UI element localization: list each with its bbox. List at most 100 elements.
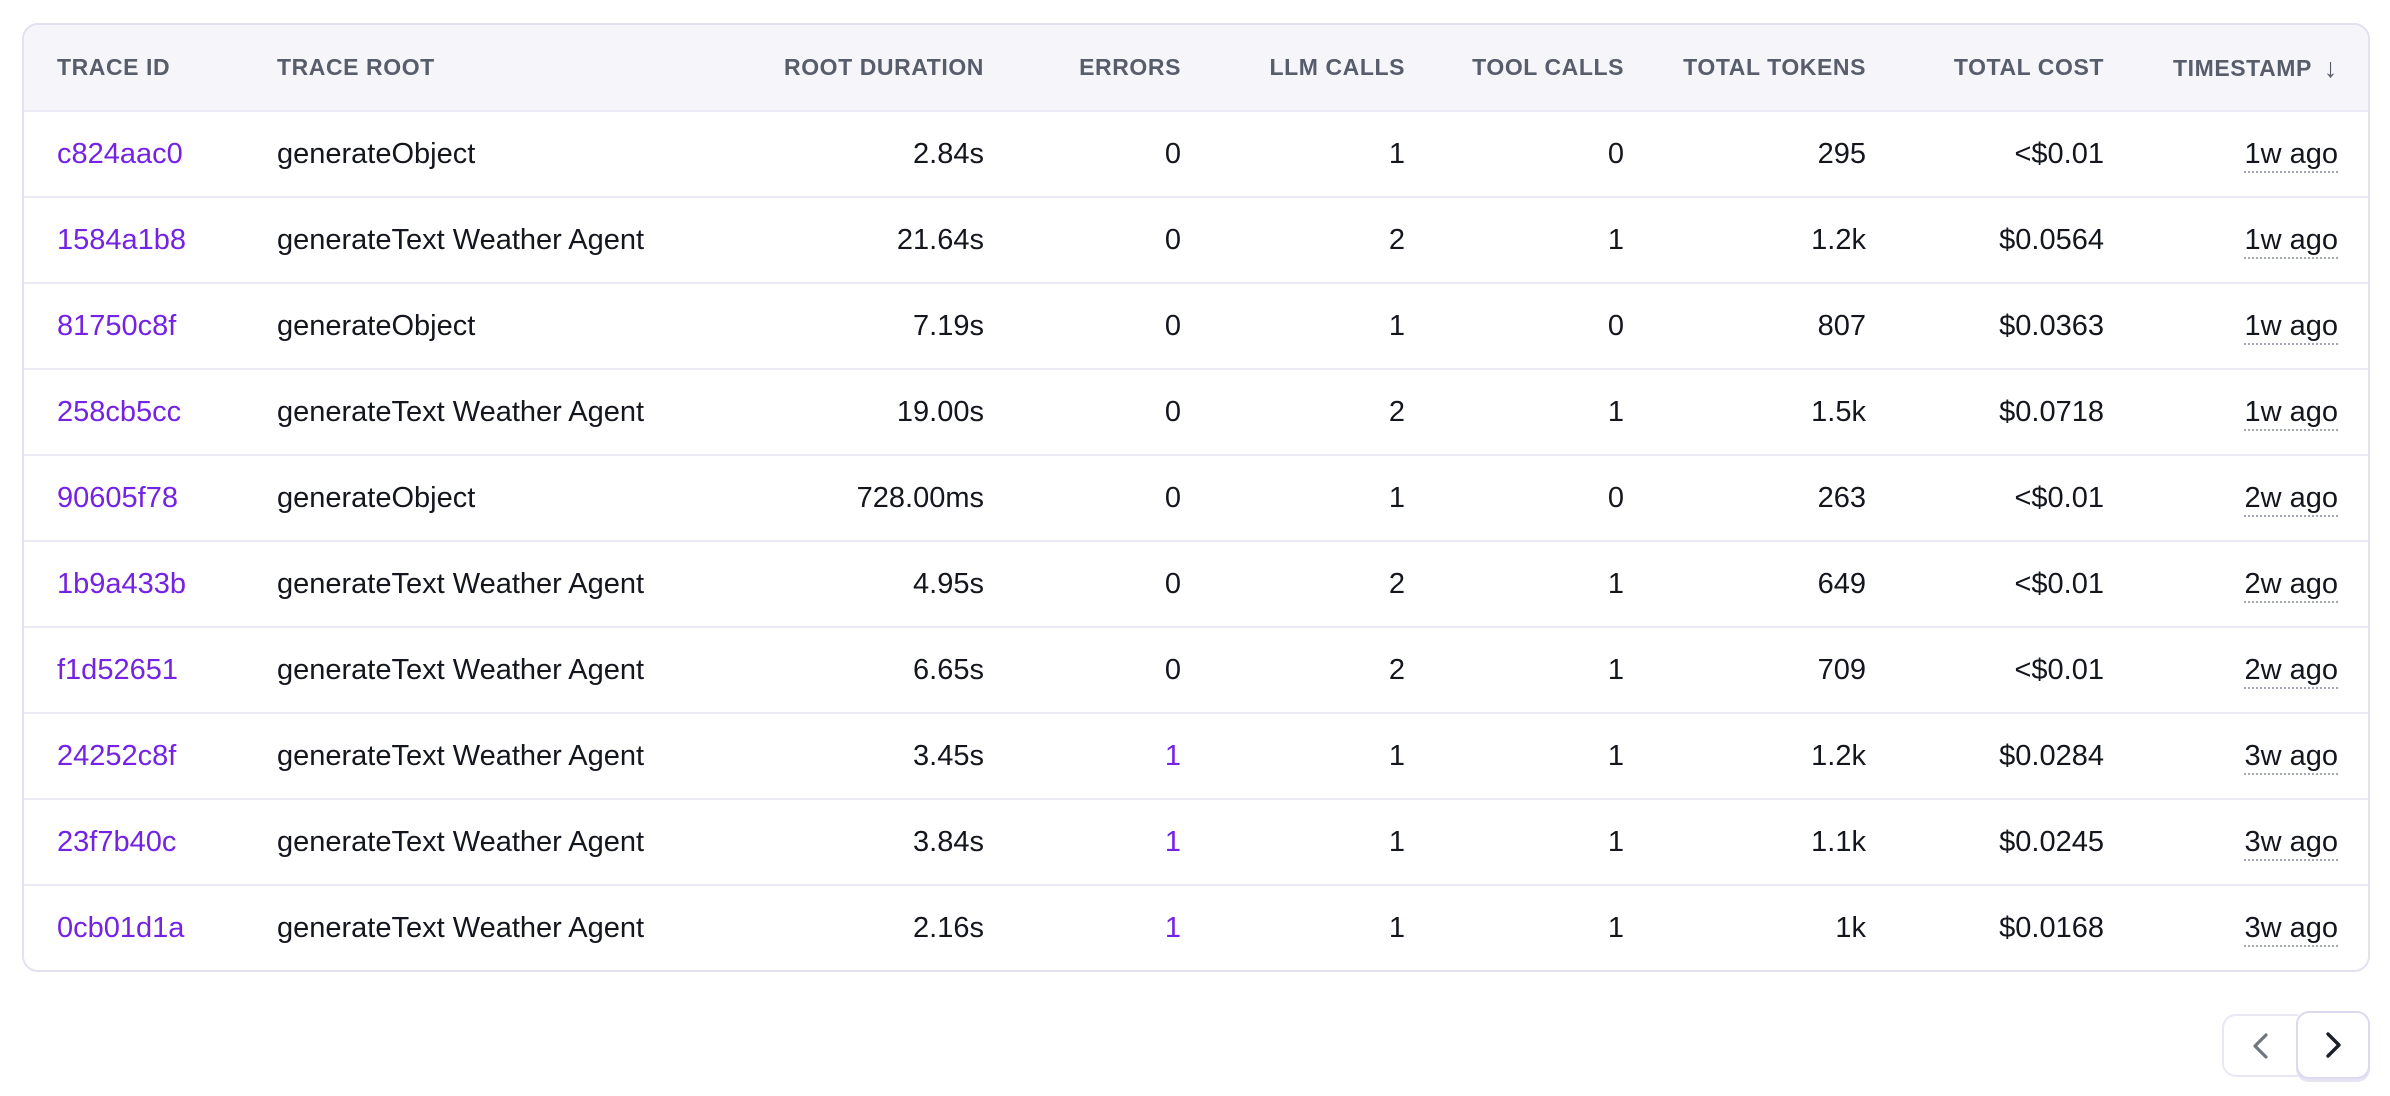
table-row[interactable]: 258cb5cc generateText Weather Agent 19.00s… xyxy=(24,368,2368,454)
trace-root: generateText Weather Agent xyxy=(277,223,645,256)
total-tokens: 263 xyxy=(1817,481,1866,514)
tool-calls-count: 1 xyxy=(1607,395,1624,428)
column-label: TRACE ID xyxy=(57,54,171,80)
column-header-total-cost[interactable]: TOTAL COST xyxy=(1866,25,2104,110)
timestamp[interactable]: 3w ago xyxy=(2244,739,2338,772)
trace-root: generateText Weather Agent xyxy=(277,653,645,686)
trace-root: generateText Weather Agent xyxy=(277,739,645,772)
traces-table: TRACE ID TRACE ROOT ROOT DURATION ERRORS LLM… xyxy=(24,25,2368,970)
errors-count: 0 xyxy=(1164,481,1181,514)
total-tokens: 649 xyxy=(1817,567,1866,600)
llm-calls-count: 1 xyxy=(1388,739,1405,772)
chevron-left-icon xyxy=(2248,1031,2274,1061)
table-row[interactable]: 23f7b40c generateText Weather Agent 3.84s 1… xyxy=(24,798,2368,884)
trace-root: generateText Weather Agent xyxy=(277,567,645,600)
tool-calls-count: 1 xyxy=(1607,653,1624,686)
root-duration: 21.64s xyxy=(896,223,984,256)
llm-calls-count: 1 xyxy=(1388,137,1405,170)
trace-root: generateText Weather Agent xyxy=(277,911,645,944)
timestamp[interactable]: 1w ago xyxy=(2244,309,2338,342)
table-row[interactable]: f1d52651 generateText Weather Agent 6.65s 0… xyxy=(24,626,2368,712)
table-row[interactable]: 81750c8f generateObject 7.19s 0 1 0 807 $0.0363… xyxy=(24,282,2368,368)
errors-count: 1 xyxy=(1164,911,1181,944)
column-label: TIMESTAMP xyxy=(2173,55,2312,81)
total-cost: $0.0245 xyxy=(1999,825,2104,858)
table-row[interactable]: c824aac0 generateObject 2.84s 0 1 0 295 <$0.01 1… xyxy=(24,110,2368,196)
trace-id[interactable]: 81750c8f xyxy=(57,309,177,342)
table-body: c824aac0 generateObject 2.84s 0 1 0 295 <$0.01 1… xyxy=(24,110,2368,970)
trace-id[interactable]: 258cb5cc xyxy=(57,395,182,428)
sort-desc-icon: ↓ xyxy=(2323,53,2338,83)
errors-count: 0 xyxy=(1164,395,1181,428)
llm-calls-count: 1 xyxy=(1388,481,1405,514)
column-header-timestamp[interactable]: TIMESTAMP ↓ xyxy=(2104,25,2368,110)
trace-id[interactable]: 24252c8f xyxy=(57,739,177,772)
timestamp[interactable]: 2w ago xyxy=(2244,567,2338,600)
total-cost: $0.0168 xyxy=(1999,911,2104,944)
llm-calls-count: 1 xyxy=(1388,309,1405,342)
root-duration: 7.19s xyxy=(913,309,984,342)
root-duration: 19.00s xyxy=(896,395,984,428)
root-duration: 2.84s xyxy=(913,137,984,170)
trace-id[interactable]: 1584a1b8 xyxy=(57,223,187,256)
errors-count: 0 xyxy=(1164,653,1181,686)
chevron-right-icon xyxy=(2320,1030,2346,1060)
timestamp[interactable]: 1w ago xyxy=(2244,223,2338,256)
column-header-tool-calls-count[interactable]: TOOL CALLS xyxy=(1405,25,1624,110)
table-row[interactable]: 1584a1b8 generateText Weather Agent 21.64s… xyxy=(24,196,2368,282)
trace-id[interactable]: 1b9a433b xyxy=(57,567,187,600)
timestamp[interactable]: 3w ago xyxy=(2244,911,2338,944)
table-row[interactable]: 0cb01d1a generateText Weather Agent 2.16s 1… xyxy=(24,884,2368,970)
timestamp[interactable]: 3w ago xyxy=(2244,825,2338,858)
total-tokens: 1.1k xyxy=(1811,825,1866,858)
errors-count: 0 xyxy=(1164,567,1181,600)
trace-root: generateObject xyxy=(277,137,476,170)
column-label: ERRORS xyxy=(1079,54,1181,80)
root-duration: 6.65s xyxy=(913,653,984,686)
trace-id[interactable]: 0cb01d1a xyxy=(57,911,185,944)
table-row[interactable]: 1b9a433b generateText Weather Agent 4.95s 0… xyxy=(24,540,2368,626)
tool-calls-count: 1 xyxy=(1607,911,1624,944)
trace-id[interactable]: f1d52651 xyxy=(57,653,178,686)
tool-calls-count: 0 xyxy=(1607,137,1624,170)
next-page-button[interactable] xyxy=(2296,1011,2370,1079)
column-label: TRACE ROOT xyxy=(277,54,435,80)
errors-count: 1 xyxy=(1164,739,1181,772)
trace-id[interactable]: 23f7b40c xyxy=(57,825,177,858)
total-cost: <$0.01 xyxy=(2014,653,2104,686)
previous-page-button[interactable] xyxy=(2222,1014,2298,1077)
tool-calls-count: 1 xyxy=(1607,825,1624,858)
column-header-root-duration[interactable]: ROOT DURATION xyxy=(702,25,984,110)
llm-calls-count: 2 xyxy=(1388,223,1405,256)
timestamp[interactable]: 2w ago xyxy=(2244,653,2338,686)
root-duration: 2.16s xyxy=(913,911,984,944)
column-label: TOOL CALLS xyxy=(1472,54,1624,80)
timestamp[interactable]: 1w ago xyxy=(2244,137,2338,170)
total-cost: $0.0564 xyxy=(1999,223,2104,256)
trace-id[interactable]: c824aac0 xyxy=(57,137,183,170)
header-row: TRACE ID TRACE ROOT ROOT DURATION ERRORS LLM… xyxy=(24,25,2368,110)
table-row[interactable]: 90605f78 generateObject 728.00ms 0 1 0 263 <$0.… xyxy=(24,454,2368,540)
total-tokens: 1.5k xyxy=(1811,395,1866,428)
errors-count: 0 xyxy=(1164,223,1181,256)
root-duration: 728.00ms xyxy=(856,481,984,514)
llm-calls-count: 1 xyxy=(1388,911,1405,944)
root-duration: 3.84s xyxy=(913,825,984,858)
total-cost: $0.0718 xyxy=(1999,395,2104,428)
root-duration: 3.45s xyxy=(913,739,984,772)
trace-root: generateText Weather Agent xyxy=(277,825,645,858)
timestamp[interactable]: 1w ago xyxy=(2244,395,2338,428)
total-tokens: 1k xyxy=(1835,911,1866,944)
column-header-llm-calls-count[interactable]: LLM CALLS xyxy=(1181,25,1405,110)
table-row[interactable]: 24252c8f generateText Weather Agent 3.45s 1… xyxy=(24,712,2368,798)
column-header-trace-root[interactable]: TRACE ROOT xyxy=(277,25,702,110)
column-header-trace-id[interactable]: TRACE ID xyxy=(24,25,277,110)
column-header-errors-count[interactable]: ERRORS xyxy=(984,25,1181,110)
total-cost: $0.0284 xyxy=(1999,739,2104,772)
trace-id[interactable]: 90605f78 xyxy=(57,481,178,514)
total-tokens: 807 xyxy=(1817,309,1866,342)
timestamp[interactable]: 2w ago xyxy=(2244,481,2338,514)
column-label: LLM CALLS xyxy=(1269,54,1405,80)
errors-count: 1 xyxy=(1164,825,1181,858)
column-header-total-tokens[interactable]: TOTAL TOKENS xyxy=(1624,25,1866,110)
